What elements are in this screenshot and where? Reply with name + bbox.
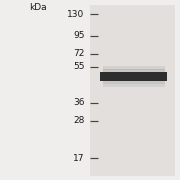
Text: 72: 72 — [73, 50, 85, 59]
Text: 95: 95 — [73, 31, 85, 40]
Bar — [103, 81, 165, 84]
Text: 55: 55 — [73, 62, 85, 71]
Text: 17: 17 — [73, 154, 85, 163]
Bar — [90, 5, 175, 176]
Text: 36: 36 — [73, 98, 85, 107]
Text: 28: 28 — [73, 116, 85, 125]
Text: kDa: kDa — [29, 3, 47, 12]
Bar — [103, 66, 165, 70]
Text: 130: 130 — [67, 10, 85, 19]
Bar — [103, 84, 165, 87]
Bar — [100, 72, 167, 81]
Bar — [103, 69, 165, 72]
